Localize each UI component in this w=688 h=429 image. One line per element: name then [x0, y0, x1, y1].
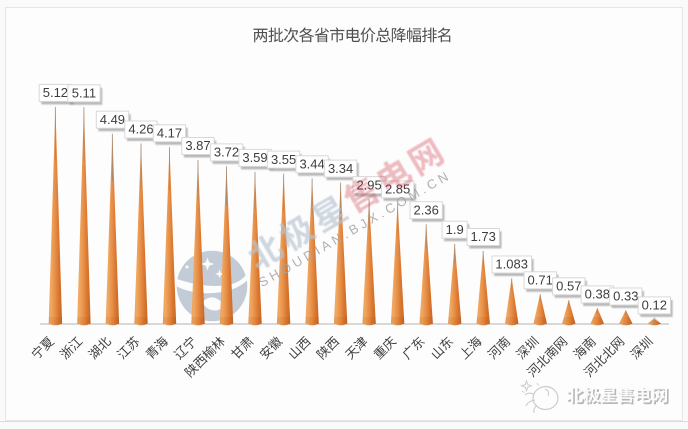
- svg-text:5.12: 5.12: [43, 85, 68, 100]
- svg-text:1.9: 1.9: [446, 222, 464, 237]
- svg-text:1.73: 1.73: [471, 229, 496, 244]
- svg-text:4.26: 4.26: [128, 122, 153, 137]
- svg-text:3.44: 3.44: [299, 157, 324, 172]
- svg-text:0.71: 0.71: [528, 273, 553, 288]
- svg-text:0.33: 0.33: [613, 289, 638, 304]
- svg-text:4.49: 4.49: [100, 112, 125, 127]
- svg-text:0.12: 0.12: [642, 298, 667, 313]
- svg-text:3.34: 3.34: [328, 161, 353, 176]
- svg-text:5.11: 5.11: [72, 86, 96, 101]
- svg-text:4.17: 4.17: [157, 126, 182, 141]
- svg-text:3.59: 3.59: [242, 150, 267, 165]
- svg-text:2.36: 2.36: [414, 202, 439, 217]
- svg-text:0.57: 0.57: [556, 279, 581, 294]
- svg-text:3.87: 3.87: [185, 138, 210, 153]
- svg-text:3.72: 3.72: [214, 145, 239, 160]
- svg-text:3.55: 3.55: [271, 152, 296, 167]
- svg-text:1.083: 1.083: [495, 257, 528, 272]
- svg-text:0.38: 0.38: [585, 287, 610, 302]
